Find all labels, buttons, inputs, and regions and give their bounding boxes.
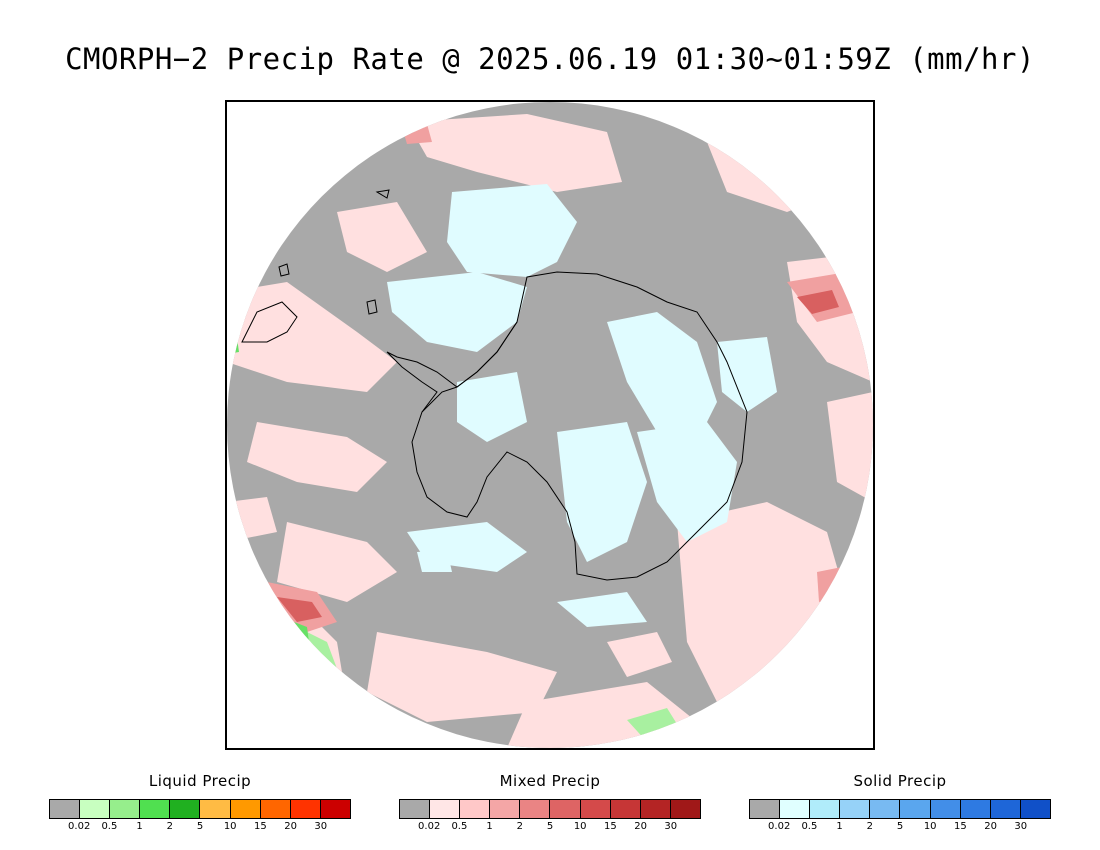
legend-swatch: [400, 800, 431, 818]
antarctic-peninsula-coastline: [386, 321, 518, 413]
legend-title: Solid Precip: [853, 772, 947, 790]
map-frame: [225, 100, 875, 750]
legend-swatch: [430, 800, 461, 818]
legend-title: Liquid Precip: [148, 772, 252, 790]
legend-tick-label: 1: [136, 821, 143, 832]
legend-tick-label: 0.02: [68, 821, 91, 832]
legend-tick-label: 1: [836, 821, 843, 832]
legend-ticks: 0.02 0.5 1 2 5 10 15 20 30: [749, 821, 1051, 835]
legend-tick-label: 30: [1014, 821, 1028, 832]
legend-ticks: 0.02 0.5 1 2 5 10 15 20 30: [399, 821, 701, 835]
solid-precip-light-areas: [387, 184, 777, 627]
legend-tick-label: 0.02: [418, 821, 441, 832]
legend-swatch: [550, 800, 581, 818]
legend-swatch: [200, 800, 231, 818]
legend-tick-label: 20: [284, 821, 297, 832]
legend-swatch: [290, 800, 321, 818]
legend-swatch: [930, 800, 961, 818]
legend-mixed-precip: Mixed Precip 0.02 0.5 1 2 5 10 15 20 30: [399, 772, 701, 835]
legend-tick-label: 1: [486, 821, 493, 832]
legend-tick-label: 0.5: [451, 821, 468, 832]
legend-tick-label: 5: [546, 821, 554, 832]
legend-swatch: [230, 800, 261, 818]
legend-swatch: [110, 800, 141, 818]
legend-color-bar: [749, 799, 1051, 819]
legend-swatch: [80, 800, 111, 818]
legend-tick-label: 30: [664, 821, 678, 832]
antarctica-coastline: [411, 271, 748, 581]
legend-swatch: [870, 800, 901, 818]
legend-tick-label: 5: [196, 821, 204, 832]
legend-swatch: [50, 800, 81, 818]
island-coastline: [278, 263, 290, 277]
legend-swatch: [320, 800, 350, 818]
legend-swatch: [990, 800, 1021, 818]
island-coastline: [375, 189, 390, 199]
legend-swatch: [640, 800, 671, 818]
precip-map: [227, 102, 873, 748]
mixed-precip-heavy-areas: [277, 290, 839, 622]
legend-color-bar: [399, 799, 701, 819]
legend-swatch: [140, 800, 171, 818]
legend-tick-label: 2: [866, 821, 873, 832]
map-disc: [227, 102, 873, 748]
legend-tick-label: 15: [254, 821, 267, 832]
legend-swatch: [810, 800, 841, 818]
legend-swatch: [670, 800, 700, 818]
legend-liquid-precip: Liquid Precip 0.02 0.5 1 2 5 10 15 20 30: [49, 772, 351, 835]
legend-tick-label: 0.02: [768, 821, 791, 832]
south-america-coastline: [241, 301, 298, 343]
legend-swatch: [900, 800, 931, 818]
legend-tick-label: 15: [604, 821, 617, 832]
legend-tick-label: 2: [516, 821, 523, 832]
legend-swatch: [840, 800, 871, 818]
legend-tick-label: 10: [223, 821, 237, 832]
legend-swatch: [520, 800, 551, 818]
legend-solid-precip: Solid Precip 0.02 0.5 1 2 5 10 15 20 30: [749, 772, 1051, 835]
legend-tick-label: 20: [984, 821, 997, 832]
legend-swatch: [490, 800, 521, 818]
legend-swatch: [170, 800, 201, 818]
legend-tick-label: 0.5: [101, 821, 118, 832]
legend-tick-label: 15: [954, 821, 967, 832]
legend-tick-label: 10: [923, 821, 937, 832]
legend-swatch: [460, 800, 491, 818]
legend-swatch: [580, 800, 611, 818]
legend-tick-label: 5: [896, 821, 904, 832]
legend-ticks: 0.02 0.5 1 2 5 10 15 20 30: [49, 821, 351, 835]
legend-title: Mixed Precip: [499, 772, 601, 790]
legend-tick-label: 2: [166, 821, 173, 832]
legend-color-bar: [49, 799, 351, 819]
legend-swatch: [780, 800, 811, 818]
legend-tick-label: 30: [314, 821, 328, 832]
legend-tick-label: 20: [634, 821, 647, 832]
legend-swatch: [750, 800, 781, 818]
legend-tick-label: 0.5: [801, 821, 818, 832]
map-title: CMORPH−2 Precip Rate @ 2025.06.19 01:30~…: [65, 42, 1035, 76]
legend-swatch: [260, 800, 291, 818]
legend-swatch: [960, 800, 991, 818]
legend-swatch: [1020, 800, 1050, 818]
legend-swatch: [610, 800, 641, 818]
island-coastline: [366, 299, 378, 315]
legend-tick-label: 10: [573, 821, 587, 832]
